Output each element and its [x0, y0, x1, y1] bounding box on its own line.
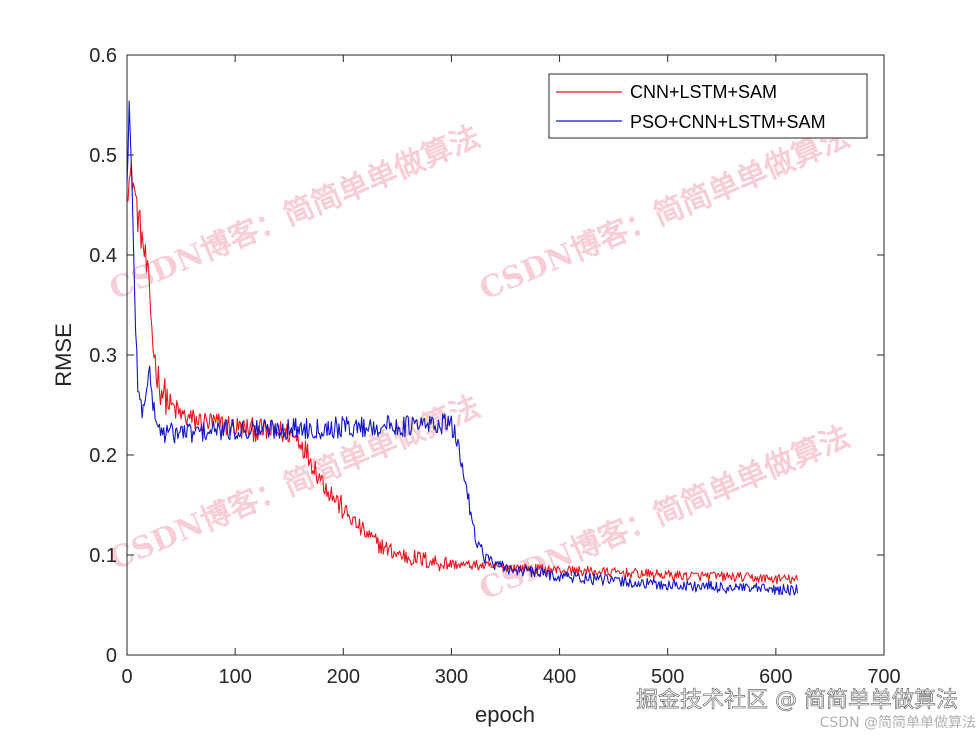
y-tick-label-4: 0.4	[89, 245, 117, 267]
juejin-footer: 掘金技术社区 @ 简简单单做算法	[636, 688, 958, 713]
series-line-pso-cnn-lstm-sam	[126, 100, 799, 596]
x-tick-label-600: 600	[759, 666, 792, 688]
y-tick-label-0: 0	[106, 645, 117, 667]
legend-label-pso: PSO+CNN+LSTM+SAM	[630, 112, 826, 132]
y-tick-label-5: 0.5	[89, 145, 117, 167]
series-lines	[126, 100, 799, 596]
y-tick-label-3: 0.3	[89, 345, 117, 367]
y-tick-label-1: 0.1	[89, 545, 117, 567]
legend: CNN+LSTM+SAM PSO+CNN+LSTM+SAM	[548, 73, 868, 139]
x-tick-label-0: 0	[121, 666, 132, 688]
axis-ticks	[126, 54, 885, 656]
x-axis-title: epoch	[475, 702, 535, 727]
x-tick-label-400: 400	[543, 666, 576, 688]
y-tick-label-2: 0.2	[89, 445, 117, 467]
y-tick-label-6: 0.6	[89, 45, 117, 67]
y-axis-title: RMSE	[51, 323, 76, 387]
x-tick-label-200: 200	[327, 666, 360, 688]
x-tick-label-100: 100	[218, 666, 251, 688]
x-tick-label-500: 500	[651, 666, 684, 688]
legend-box	[548, 73, 868, 139]
axis-tick-labels: 0 100 200 300 400 500 600 700 0 0.1 0.2 0.3 0.4 0.5 0.…	[89, 45, 901, 688]
legend-label-cnn: CNN+LSTM+SAM	[630, 82, 777, 102]
csdn-footer: CSDN @简简单单做算法	[820, 714, 976, 731]
x-tick-label-700: 700	[867, 666, 900, 688]
x-tick-label-300: 300	[435, 666, 468, 688]
series-line-cnn-lstm-sam	[126, 161, 799, 585]
